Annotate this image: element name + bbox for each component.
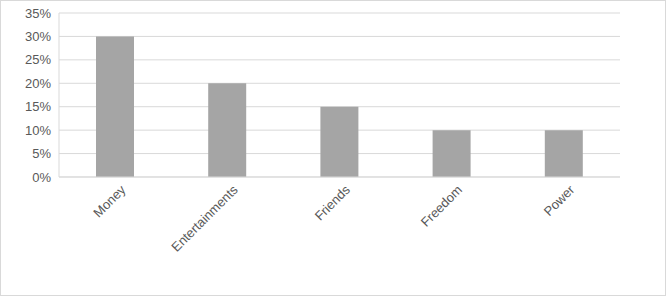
svg-text:20%: 20% <box>25 76 51 91</box>
svg-text:15%: 15% <box>25 99 51 114</box>
svg-text:30%: 30% <box>25 29 51 44</box>
svg-text:Power: Power <box>541 182 578 219</box>
svg-text:5%: 5% <box>32 146 51 161</box>
svg-text:0%: 0% <box>32 170 51 185</box>
svg-text:25%: 25% <box>25 52 51 67</box>
svg-text:Money: Money <box>90 182 129 221</box>
svg-text:10%: 10% <box>25 123 51 138</box>
svg-text:Freedom: Freedom <box>418 182 465 229</box>
svg-text:Friends: Friends <box>312 182 354 224</box>
svg-text:35%: 35% <box>25 6 51 21</box>
svg-text:Entertainments: Entertainments <box>168 182 241 255</box>
